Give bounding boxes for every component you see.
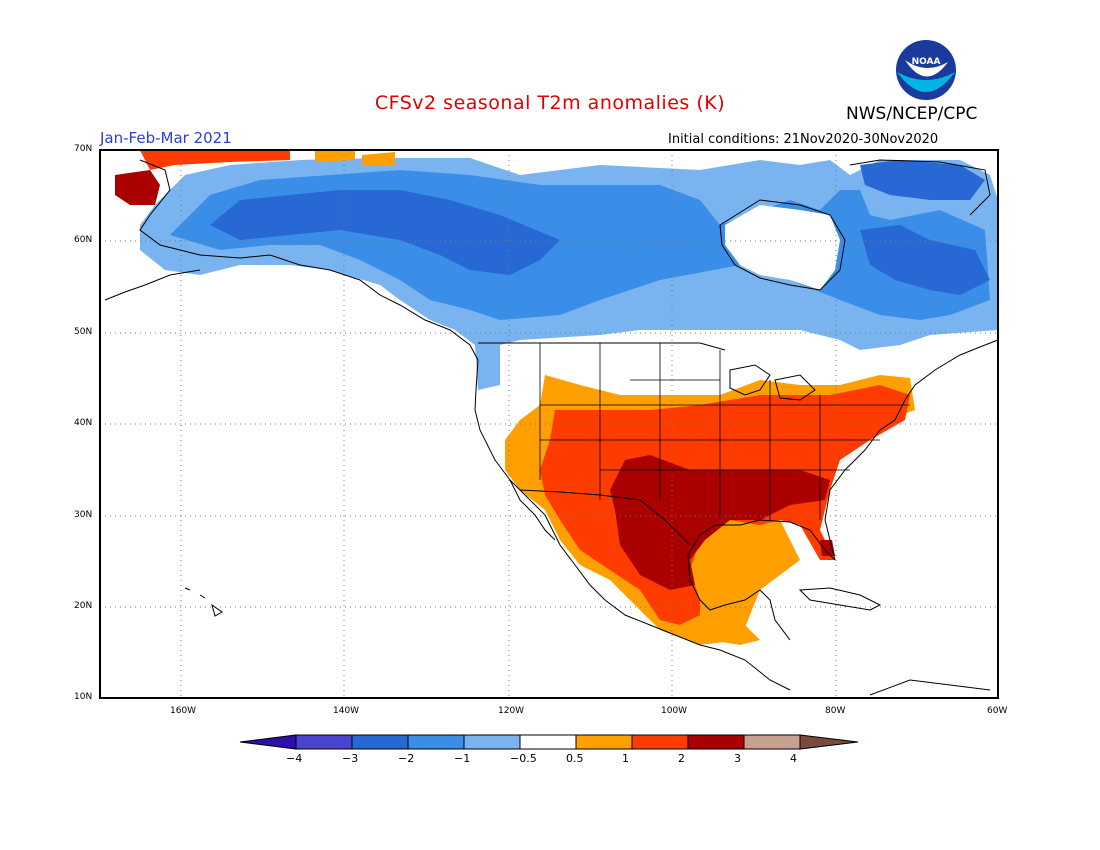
coastlines bbox=[104, 159, 999, 696]
caribbean-cuba bbox=[798, 587, 882, 611]
longitude-label: 80W bbox=[825, 706, 846, 716]
longitude-label: 160W bbox=[170, 706, 197, 716]
colorbar-arrow-low bbox=[239, 734, 297, 750]
cold-anomaly-strong bbox=[210, 190, 560, 275]
us-mexico-border bbox=[519, 489, 691, 546]
longitude-label: 120W bbox=[498, 706, 525, 716]
no-anomaly-hudson bbox=[725, 205, 840, 290]
longitude-label: 60W bbox=[987, 706, 1008, 716]
warm-anomaly-strong bbox=[610, 455, 830, 590]
baja bbox=[509, 479, 556, 541]
cold-anomaly-strong-arctic bbox=[860, 160, 985, 200]
agency-label: NWS/NCEP/CPC bbox=[846, 104, 978, 124]
east-coast bbox=[824, 339, 999, 561]
noaa-logo: NOAA bbox=[896, 40, 956, 100]
hawaii bbox=[184, 587, 223, 617]
map-frame bbox=[99, 149, 999, 699]
colorbar-swatch bbox=[631, 734, 689, 750]
warm-anomaly-arctic-coast bbox=[315, 150, 395, 166]
colorbar-swatch bbox=[295, 734, 353, 750]
latitude-label: 60N bbox=[74, 235, 93, 245]
colorbar-swatch bbox=[351, 734, 409, 750]
colorbar-swatch bbox=[687, 734, 745, 750]
longitude-label: 100W bbox=[661, 706, 688, 716]
cold-anomaly-strong-east bbox=[860, 225, 990, 295]
latitude-label: 20N bbox=[74, 601, 93, 611]
colorbar-swatch bbox=[463, 734, 521, 750]
yucatan bbox=[699, 589, 791, 641]
warm-anomaly-central-america bbox=[700, 620, 760, 645]
colorbar-label: −3 bbox=[342, 752, 359, 765]
latitude-label: 10N bbox=[74, 692, 93, 702]
colorbar-label: 3 bbox=[734, 752, 741, 765]
warm-anomaly-gulf-coast bbox=[820, 540, 835, 556]
anomaly-shading bbox=[115, 150, 998, 645]
noaa-logo-text: NOAA bbox=[912, 57, 941, 67]
initial-conditions-label: Initial conditions: 21Nov2020-30Nov2020 bbox=[668, 132, 939, 147]
colorbar-swatch bbox=[743, 734, 801, 750]
colorbar-swatch bbox=[407, 734, 465, 750]
hudson-bay bbox=[719, 199, 846, 291]
colorbar-label: −2 bbox=[398, 752, 415, 765]
south-america-coast bbox=[869, 679, 991, 696]
gulf-coast bbox=[687, 519, 836, 601]
colorbar-label: 2 bbox=[678, 752, 685, 765]
colorbar-arrow-high bbox=[799, 734, 859, 750]
colorbar-label: 1 bbox=[622, 752, 629, 765]
colorbar-swatch bbox=[519, 734, 577, 750]
plot-title: CFSv2 seasonal T2m anomalies (K) bbox=[374, 92, 726, 114]
great-lakes bbox=[729, 364, 816, 401]
latitude-label: 30N bbox=[74, 510, 93, 520]
colorbar-swatch bbox=[575, 734, 633, 750]
alaska-coast bbox=[139, 159, 479, 391]
colorbar-label: 0.5 bbox=[566, 752, 584, 765]
us-canada-border bbox=[478, 342, 726, 351]
warm-anomaly-alaska-w bbox=[115, 170, 160, 205]
colorbar-label: −4 bbox=[286, 752, 303, 765]
latitude-label: 40N bbox=[74, 418, 93, 428]
colorbar-label: 4 bbox=[790, 752, 797, 765]
latitude-label: 70N bbox=[74, 144, 93, 154]
warm-anomaly-alaska-n bbox=[140, 150, 290, 170]
greenland-coast bbox=[849, 159, 991, 216]
colorbar-label: −1 bbox=[454, 752, 471, 765]
colorbar bbox=[239, 734, 859, 750]
latitude-label: 50N bbox=[74, 327, 93, 337]
state-lines bbox=[539, 343, 910, 520]
season-label: Jan-Feb-Mar 2021 bbox=[100, 129, 232, 147]
colorbar-label: −0.5 bbox=[510, 752, 537, 765]
longitude-label: 140W bbox=[333, 706, 360, 716]
aleutians bbox=[104, 269, 201, 301]
west-coast bbox=[474, 389, 791, 691]
